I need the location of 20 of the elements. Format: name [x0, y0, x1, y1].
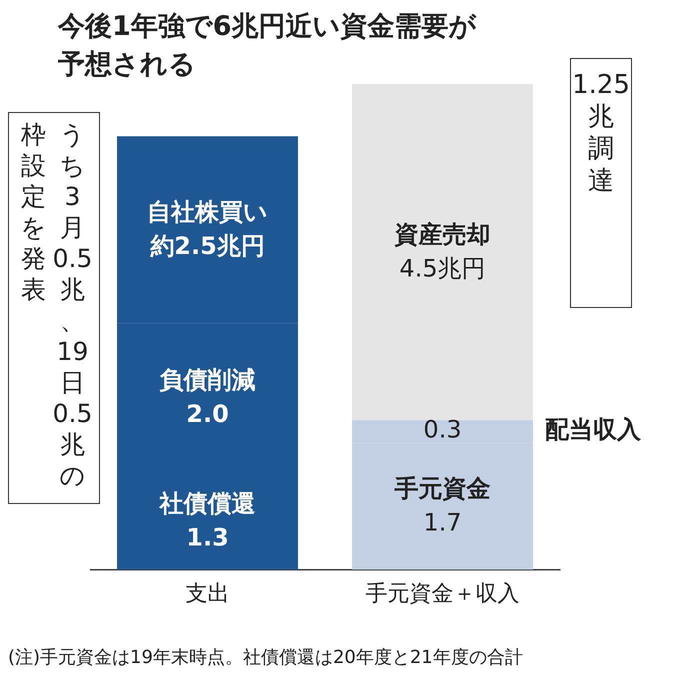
- annotation: 資産売却: [394, 220, 490, 248]
- text: (注)手元資金は19年末時点。社債償還は20年度と21年度の合計: [8, 646, 524, 669]
- data-label: 1.3: [186, 523, 229, 552]
- annotation: 配当収入: [544, 416, 642, 444]
- data-label: 0.3: [423, 416, 462, 444]
- x-tick-label: 手元資金＋収入: [366, 582, 520, 607]
- chart-title: 今後1年強で6兆円近い資金需要が予想される: [58, 10, 478, 82]
- annotation: 負債削減: [160, 366, 256, 394]
- annotation: 社債償還: [158, 489, 256, 518]
- x-tick-label: 支出: [186, 582, 230, 607]
- text: うち3月0.5兆、19日0.5兆の: [52, 120, 92, 490]
- data-label: 2.0: [186, 400, 229, 428]
- bar: [352, 84, 533, 420]
- data-label: 4.5兆円: [399, 254, 486, 282]
- annotation: 手元資金: [394, 474, 490, 502]
- annotation: 自社株買い: [147, 198, 268, 226]
- text: 1.25兆調達: [572, 69, 630, 197]
- text: 枠設定を発表: [20, 119, 46, 305]
- data-label: 約2.5兆円: [149, 232, 265, 260]
- data-label: 1.7: [423, 508, 462, 536]
